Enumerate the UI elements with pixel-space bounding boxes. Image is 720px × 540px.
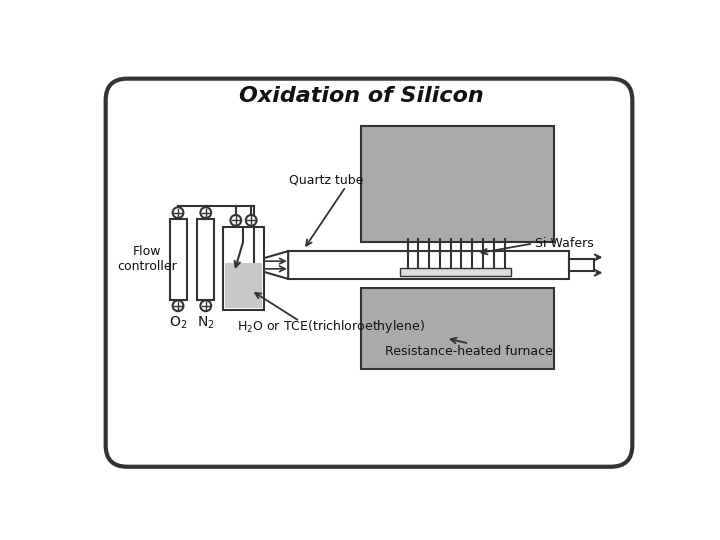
Text: O$_2$: O$_2$: [169, 314, 187, 331]
Circle shape: [246, 215, 256, 226]
Bar: [570, 259, 594, 271]
Polygon shape: [259, 251, 288, 279]
Bar: [197, 219, 215, 300]
Circle shape: [173, 207, 184, 218]
Circle shape: [200, 300, 211, 311]
Text: H$_2$O or TCE(trichloroethylene): H$_2$O or TCE(trichloroethylene): [237, 318, 424, 335]
Bar: [361, 126, 554, 242]
Text: N$_2$: N$_2$: [197, 314, 215, 331]
Bar: [170, 219, 186, 300]
Bar: [288, 251, 570, 279]
FancyBboxPatch shape: [106, 79, 632, 467]
Text: Resistance-heated furnace: Resistance-heated furnace: [385, 345, 553, 357]
Circle shape: [230, 215, 241, 226]
Text: Oxidation of Silicon: Oxidation of Silicon: [239, 86, 484, 106]
Text: Flow
controller: Flow controller: [117, 245, 177, 273]
Bar: [225, 262, 262, 308]
Circle shape: [173, 300, 184, 311]
Bar: [223, 226, 264, 309]
Circle shape: [200, 207, 211, 218]
Bar: [361, 288, 554, 369]
Bar: [400, 268, 511, 276]
Text: Si Wafers: Si Wafers: [534, 237, 593, 250]
Text: Quartz tube: Quartz tube: [289, 174, 364, 187]
